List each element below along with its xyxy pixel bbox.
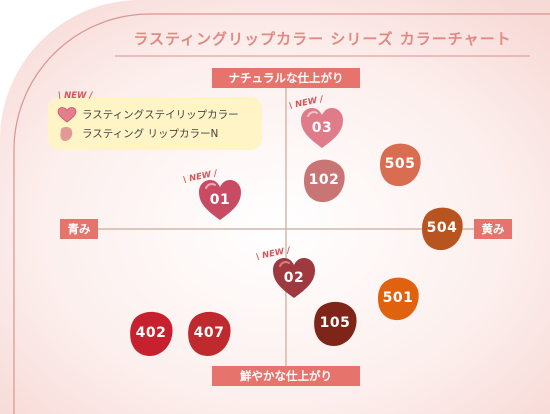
swatch-number: 505 — [384, 156, 416, 172]
legend-label: ラスティングステイリップカラー — [82, 109, 239, 121]
swatch-number: 01 — [209, 192, 231, 208]
axis-label-vivid: 鮮やかな仕上がり — [212, 366, 360, 386]
swatch-number: 102 — [308, 172, 340, 188]
axis-label-bluish: 青み — [60, 219, 98, 239]
axis-label-natural: ナチュラルな仕上がり — [212, 68, 360, 88]
swatch-number: 02 — [283, 270, 305, 286]
swatch-number: 504 — [426, 220, 458, 236]
swatch-number: 407 — [193, 325, 225, 341]
swatch-01: 01 — [196, 178, 244, 222]
legend-item-blob: ラスティング リップカラーN — [56, 125, 218, 143]
swatch-02: 02 — [270, 256, 318, 300]
swatch-105: 105 — [310, 298, 360, 348]
swatch-number: 402 — [135, 325, 167, 341]
chart-title: ラスティングリップカラー シリーズ カラーチャート — [133, 30, 512, 48]
swatch-number: 03 — [311, 120, 333, 136]
swatch-102: 102 — [300, 156, 348, 204]
swatch-501: 501 — [374, 274, 422, 322]
axis-label-yellowish: 黄み — [474, 219, 512, 239]
swatch-407: 407 — [184, 308, 234, 358]
swatch-402: 402 — [126, 308, 176, 358]
swatch-505: 505 — [376, 140, 424, 188]
legend-item-heart: ラスティングステイリップカラー — [56, 106, 239, 124]
heart-icon — [56, 106, 78, 124]
legend-new-tag: \ NEW / — [58, 91, 93, 101]
legend-label: ラスティング リップカラーN — [82, 128, 219, 140]
legend: \ NEW / ラスティングステイリップカラー ラスティング リップカラーN — [48, 91, 262, 150]
smear-icon — [56, 125, 78, 143]
swatch-number: 105 — [319, 315, 351, 331]
frame-arc — [13, 13, 550, 414]
swatch-504: 504 — [418, 204, 466, 252]
swatch-03: 03 — [298, 106, 346, 150]
swatch-number: 501 — [382, 290, 414, 306]
